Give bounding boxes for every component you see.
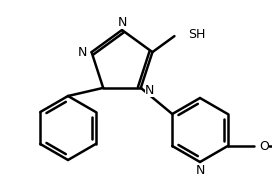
Text: O: O [259,139,269,152]
Text: N: N [78,46,87,59]
Text: N: N [145,84,154,97]
Text: SH: SH [188,28,206,41]
Text: N: N [195,164,205,177]
Text: N: N [117,16,127,29]
